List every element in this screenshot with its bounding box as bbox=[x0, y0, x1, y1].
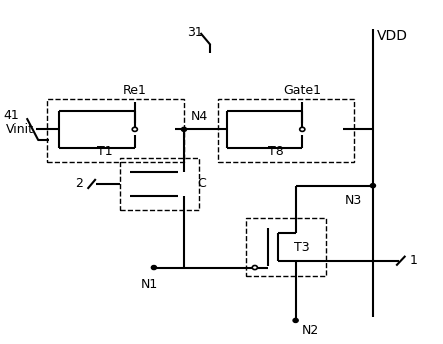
Circle shape bbox=[132, 127, 137, 131]
Text: 41: 41 bbox=[3, 109, 19, 122]
Text: C: C bbox=[197, 178, 206, 191]
Bar bbox=[47, 99, 184, 162]
Text: Re1: Re1 bbox=[123, 84, 147, 97]
Text: Gate1: Gate1 bbox=[283, 84, 321, 97]
Circle shape bbox=[152, 266, 156, 270]
Bar bbox=[218, 99, 354, 162]
Text: N4: N4 bbox=[190, 109, 208, 122]
Text: Vinit: Vinit bbox=[6, 123, 34, 136]
Circle shape bbox=[181, 127, 187, 131]
Text: T3: T3 bbox=[294, 240, 310, 254]
Text: N3: N3 bbox=[345, 194, 362, 207]
Circle shape bbox=[252, 266, 257, 270]
Bar bbox=[246, 218, 326, 276]
Circle shape bbox=[370, 184, 376, 188]
Text: 31: 31 bbox=[187, 25, 203, 39]
Circle shape bbox=[300, 127, 305, 131]
Text: 2: 2 bbox=[75, 178, 83, 191]
Text: VDD: VDD bbox=[377, 29, 408, 43]
Text: N2: N2 bbox=[302, 324, 319, 337]
Text: T8: T8 bbox=[268, 145, 284, 158]
Text: T1: T1 bbox=[97, 145, 113, 158]
Text: N1: N1 bbox=[141, 278, 158, 291]
Text: 1: 1 bbox=[409, 254, 417, 267]
Bar bbox=[120, 158, 199, 209]
Circle shape bbox=[293, 319, 298, 322]
